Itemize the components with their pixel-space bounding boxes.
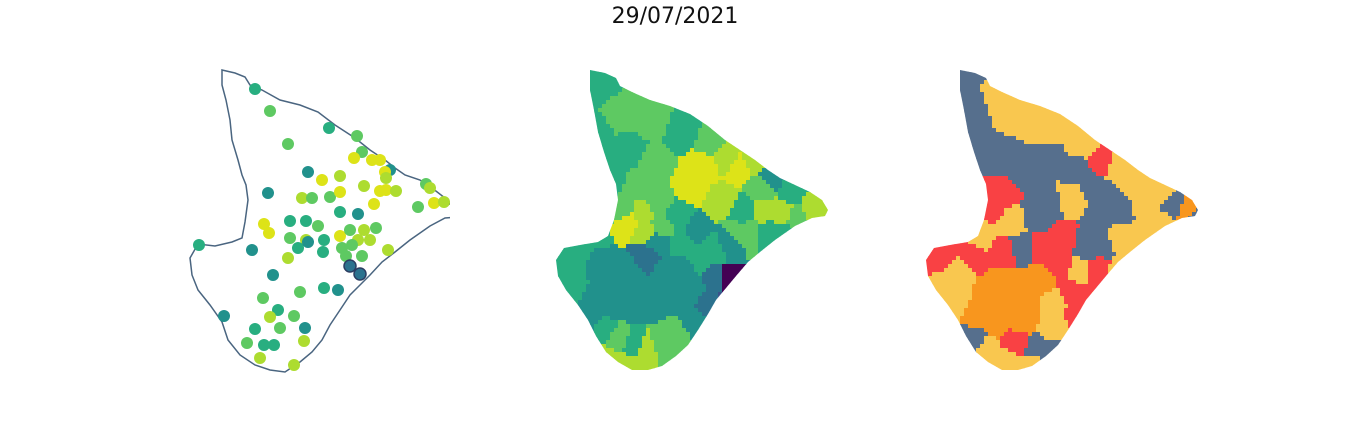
station-point — [348, 152, 360, 164]
station-point — [299, 322, 311, 334]
station-point — [218, 310, 230, 322]
station-point — [340, 250, 352, 262]
station-point — [282, 138, 294, 150]
station-point — [241, 337, 253, 349]
station-point — [288, 310, 300, 322]
station-point — [246, 244, 258, 256]
station-point — [318, 234, 330, 246]
station-point — [428, 197, 440, 209]
station-point — [368, 198, 380, 210]
station-point — [249, 323, 261, 335]
station-point — [249, 83, 261, 95]
station-point — [294, 286, 306, 298]
station-point — [390, 185, 402, 197]
station-point — [364, 234, 376, 246]
station-point — [380, 184, 392, 196]
station-point — [351, 130, 363, 142]
station-point — [352, 208, 364, 220]
station-point — [356, 250, 368, 262]
municipality-choropleth-map — [556, 70, 828, 370]
station-point — [424, 182, 436, 194]
station-points-map — [189, 69, 450, 373]
station-point — [332, 284, 344, 296]
station-point — [334, 206, 346, 218]
station-point — [334, 170, 346, 182]
station-point — [264, 311, 276, 323]
station-point — [302, 166, 314, 178]
station-point — [257, 292, 269, 304]
station-point — [302, 236, 314, 248]
station-point — [312, 220, 324, 232]
station-point — [438, 196, 450, 208]
station-point — [264, 105, 276, 117]
station-point — [282, 252, 294, 264]
station-point — [334, 186, 346, 198]
station-point — [274, 322, 286, 334]
station-point — [318, 282, 330, 294]
station-point — [382, 244, 394, 256]
station-point — [358, 224, 370, 236]
station-point — [317, 246, 329, 258]
station-point — [284, 232, 296, 244]
station-point — [346, 239, 358, 251]
station-point — [343, 259, 357, 273]
station-point — [323, 122, 335, 134]
municipality-category-map — [926, 70, 1198, 370]
station-point — [272, 304, 284, 316]
station-point — [380, 172, 392, 184]
station-point — [306, 192, 318, 204]
station-point — [267, 269, 279, 281]
station-point — [254, 352, 266, 364]
station-point — [344, 224, 356, 236]
station-point — [263, 227, 275, 239]
station-point — [334, 230, 346, 242]
station-point — [258, 218, 270, 230]
station-point — [296, 192, 308, 204]
station-point — [288, 359, 300, 371]
station-point — [353, 267, 367, 281]
station-point — [324, 191, 336, 203]
station-point — [268, 339, 280, 351]
station-point — [262, 187, 274, 199]
station-point — [258, 339, 270, 351]
station-point — [358, 180, 370, 192]
station-point — [284, 215, 296, 227]
station-point — [193, 239, 205, 251]
station-point — [374, 154, 386, 166]
station-point — [412, 201, 424, 213]
station-point — [292, 242, 304, 254]
station-point — [300, 215, 312, 227]
station-point — [298, 335, 310, 347]
station-point — [316, 174, 328, 186]
station-point — [370, 222, 382, 234]
figure-title: 29/07/2021 — [611, 4, 739, 29]
